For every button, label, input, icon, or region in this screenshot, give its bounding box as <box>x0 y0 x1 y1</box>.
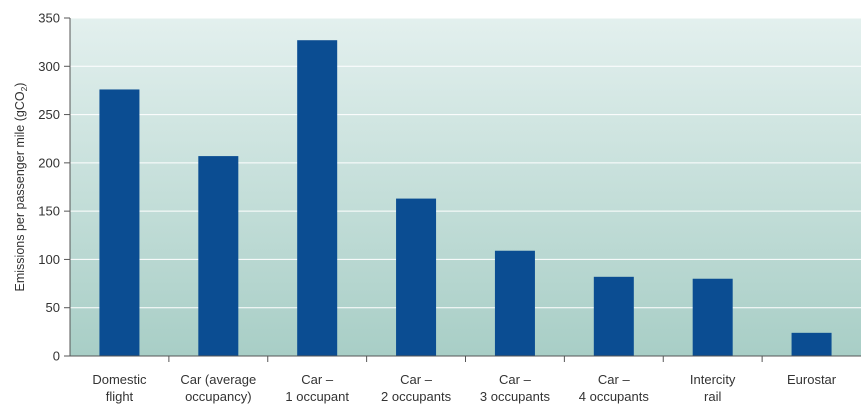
x-category-label-4: Car –3 occupants <box>480 372 551 404</box>
x-category-label-2: Car –1 occupant <box>285 372 349 404</box>
bar-7 <box>791 332 832 356</box>
x-category-label-5: Car –4 occupants <box>579 372 650 404</box>
x-category-labels: Domestic flight Car (average occupancy) Car … <box>92 372 836 404</box>
y-tick-label-0: 0 <box>53 349 60 364</box>
bar-3 <box>396 198 437 356</box>
plot-background <box>70 18 861 356</box>
y-tick-label-100: 100 <box>38 252 60 267</box>
y-tick-label-200: 200 <box>38 155 60 170</box>
bar-5 <box>593 276 634 356</box>
y-tick-label-50: 50 <box>46 300 60 315</box>
x-category-label-0: Domestic flight <box>92 372 147 404</box>
bar-4 <box>494 250 535 356</box>
bars <box>99 40 832 357</box>
bar-6 <box>692 278 733 356</box>
y-tick-label-300: 300 <box>38 59 60 74</box>
x-category-label-1: Car (average occupancy) <box>180 372 256 404</box>
x-category-label-3: Car –2 occupants <box>381 372 452 404</box>
axes <box>64 17 861 362</box>
bar-2 <box>297 40 338 357</box>
x-category-label-6: Intercity rail <box>690 372 736 404</box>
bar-0 <box>99 89 140 356</box>
y-tick-label-250: 250 <box>38 107 60 122</box>
y-tick-label-150: 150 <box>38 204 60 219</box>
x-category-label-7: Eurostar <box>787 372 837 387</box>
y-tick-labels: 0 50 100 150 200 250 300 350 <box>38 11 60 364</box>
y-tick-label-350: 350 <box>38 11 60 26</box>
y-axis-title: Emissions per passenger mile (gCO2) <box>13 83 29 292</box>
bar-1 <box>198 156 239 356</box>
